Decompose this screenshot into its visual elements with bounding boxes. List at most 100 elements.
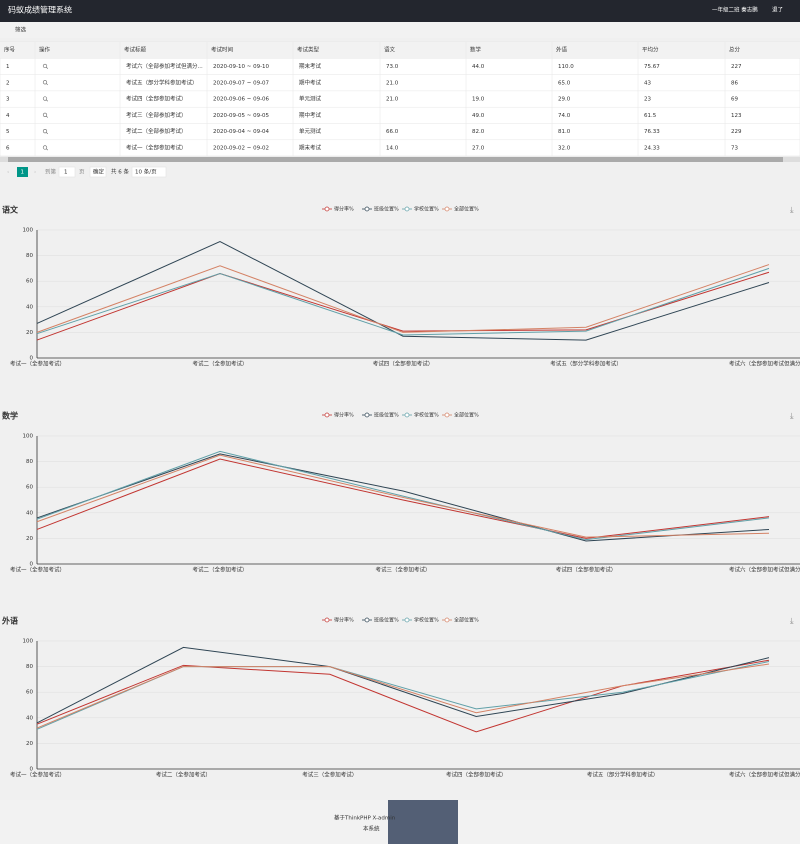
column-header[interactable]: 外语 [556, 46, 568, 54]
confirm-label[interactable]: 确定 [93, 168, 105, 176]
page-next[interactable]: › [34, 170, 36, 176]
download-icon[interactable]: ⤓ [790, 206, 794, 215]
table-cell: 73 [731, 145, 738, 151]
legend-label[interactable]: 学校位置% [414, 412, 439, 419]
column-header[interactable]: 总分 [729, 46, 741, 54]
page-current[interactable] [17, 167, 28, 177]
scroll-thumb[interactable] [8, 157, 783, 162]
legend-marker[interactable] [444, 412, 450, 418]
table-cell: 86 [731, 80, 738, 86]
table-cell: 考试二（全部参加考试） [126, 127, 187, 135]
y-tick-label: 80 [26, 253, 33, 259]
download-icon[interactable]: ⤓ [790, 412, 794, 421]
x-tick-label: 考试三（全参加考试） [302, 771, 357, 779]
legend-marker[interactable] [404, 206, 410, 212]
column-header[interactable]: 语文 [384, 46, 396, 54]
search-icon[interactable] [46, 132, 49, 135]
legend-marker[interactable] [444, 617, 450, 623]
legend-label[interactable]: 得分率% [334, 412, 354, 419]
legend-marker[interactable] [364, 206, 370, 212]
y-tick-label: 60 [26, 485, 33, 491]
table-cell: 75.67 [644, 64, 660, 70]
per-page-select[interactable] [131, 166, 167, 178]
tab[interactable]: 筛选 [15, 26, 27, 34]
page-prev[interactable]: ‹ [7, 170, 9, 176]
search-icon[interactable] [42, 80, 48, 85]
page-input-value[interactable]: 1 [64, 170, 68, 176]
legend-label[interactable]: 全部位置% [454, 412, 479, 419]
y-tick-label: 0 [30, 767, 34, 773]
logout[interactable]: 退了 [772, 6, 783, 14]
legend-label[interactable]: 全部位置% [454, 617, 479, 624]
table-cell: 考试一（全部参加考试） [126, 143, 187, 151]
legend-marker[interactable] [404, 617, 410, 623]
x-tick-label: 考试一（全参加考试） [10, 566, 65, 574]
per-page-label[interactable]: 10 条/页 [135, 168, 157, 176]
search-icon[interactable] [46, 148, 49, 151]
goto-label: 到第 [45, 168, 57, 176]
table-cell: 2020-09-02 ~ 09-02 [213, 145, 269, 151]
search-icon[interactable] [42, 96, 48, 101]
confirm-button[interactable] [89, 166, 107, 178]
page-input[interactable] [58, 166, 76, 178]
table-cell: 5 [6, 129, 10, 135]
table-cell: 2020-09-06 ~ 09-06 [213, 97, 270, 103]
line-series [36, 458, 770, 539]
page-current-label[interactable]: 1 [21, 170, 25, 176]
legend-label[interactable]: 学校位置% [414, 206, 439, 213]
table-header [0, 42, 800, 59]
table-cell: 期末考试 [299, 143, 322, 151]
legend-marker[interactable] [364, 617, 370, 623]
table-cell: 考试四（全部参加考试） [126, 95, 187, 103]
line-series [36, 663, 770, 729]
table-cell: 32.0 [558, 145, 571, 151]
legend-marker[interactable] [324, 412, 330, 418]
search-icon[interactable] [46, 115, 49, 118]
column-header[interactable]: 考试类型 [297, 46, 320, 54]
y-tick-label: 20 [26, 741, 33, 747]
column-header[interactable]: 平均分 [642, 46, 659, 54]
search-icon[interactable] [46, 83, 49, 86]
table-cell: 期中考试 [299, 111, 322, 119]
legend-label[interactable]: 班级位置% [374, 617, 399, 624]
legend-label[interactable]: 学校位置% [414, 617, 439, 624]
x-tick-label: 考试六（全部参加考试但满分不同） [729, 771, 800, 779]
search-icon[interactable] [42, 145, 48, 150]
table-cell: 76.33 [644, 129, 660, 135]
column-header[interactable]: 操作 [39, 46, 51, 54]
x-tick-label: 考试四（全部参加考试） [556, 566, 617, 574]
y-tick-label: 80 [26, 459, 33, 465]
search-icon[interactable] [46, 67, 49, 69]
legend-label[interactable]: 班级位置% [374, 206, 399, 213]
table-cell: 单元测试 [299, 95, 322, 103]
legend-label[interactable]: 全部位置% [454, 206, 479, 213]
legend-marker[interactable] [364, 412, 370, 418]
top-bar [0, 0, 800, 22]
y-tick-label: 100 [23, 639, 34, 645]
search-icon[interactable] [46, 99, 49, 102]
column-header[interactable]: 考试时间 [211, 46, 233, 54]
column-header[interactable]: 考试标题 [124, 46, 147, 54]
column-header[interactable]: 序号 [4, 46, 16, 54]
legend-marker[interactable] [444, 206, 450, 212]
legend-marker[interactable] [404, 412, 410, 418]
legend-label[interactable]: 得分率% [334, 206, 354, 213]
search-icon[interactable] [42, 129, 48, 134]
table-cell: 2 [6, 80, 10, 86]
y-tick-label: 40 [26, 304, 33, 310]
y-tick-label: 20 [26, 536, 33, 542]
legend-marker[interactable] [324, 617, 330, 623]
table-cell: 227 [731, 64, 742, 70]
search-icon[interactable] [42, 112, 48, 117]
legend-label[interactable]: 得分率% [334, 617, 354, 624]
table-cell: 29.0 [558, 97, 571, 103]
user-name[interactable]: 一年级二班 秦志鹏 [712, 6, 758, 14]
x-tick-label: 考试二（全参加考试） [156, 771, 211, 779]
download-icon[interactable]: ⤓ [790, 617, 794, 626]
search-icon[interactable] [42, 63, 48, 69]
legend-marker[interactable] [324, 206, 330, 212]
y-tick-label: 60 [26, 279, 33, 285]
column-header[interactable]: 数学 [470, 46, 482, 54]
legend-label[interactable]: 班级位置% [374, 412, 399, 419]
table-cell: 考试六（全部参加考试但满分... [126, 62, 203, 70]
